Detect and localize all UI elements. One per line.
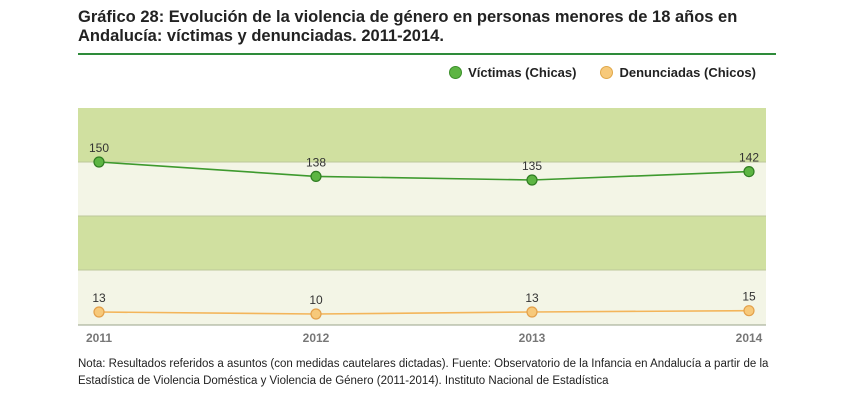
chart-title: Gráfico 28: Evolución de la violencia de… xyxy=(78,8,738,45)
legend-label-victimas: Víctimas (Chicas) xyxy=(468,65,577,80)
data-point-denunciadas xyxy=(526,306,538,318)
data-point-victimas xyxy=(310,170,322,182)
series-line-denunciadas xyxy=(98,309,750,315)
legend-item-denunciadas: Denunciadas (Chicos) xyxy=(600,65,756,80)
data-point-denunciadas xyxy=(93,306,105,318)
data-point-victimas xyxy=(93,156,105,168)
data-point-denunciadas xyxy=(310,308,322,320)
band-upper-light xyxy=(78,162,766,216)
x-tick-label: 2014 xyxy=(736,331,763,345)
data-label-denunciadas: 13 xyxy=(92,291,106,305)
series-line-victimas xyxy=(98,161,750,181)
data-label-victimas: 135 xyxy=(522,159,542,173)
band-upper-green xyxy=(78,108,766,162)
data-label-denunciadas: 13 xyxy=(525,291,539,305)
data-point-victimas xyxy=(526,174,538,186)
data-point-denunciadas xyxy=(743,305,755,317)
x-tick-label: 2011 xyxy=(86,331,112,345)
data-label-victimas: 138 xyxy=(306,155,326,169)
data-point-victimas xyxy=(743,166,755,178)
x-tick-label: 2012 xyxy=(303,331,330,345)
legend-marker-victimas xyxy=(449,66,463,79)
data-label-denunciadas: 10 xyxy=(309,293,323,307)
legend-item-victimas: Víctimas (Chicas) xyxy=(449,65,576,80)
legend-marker-denunciadas xyxy=(600,66,614,79)
data-label-victimas: 142 xyxy=(739,151,759,165)
data-label-denunciadas: 15 xyxy=(742,290,756,304)
chart-legend: Víctimas (Chicas) Denunciadas (Chicos) xyxy=(449,65,756,80)
band-lower-light xyxy=(78,270,766,325)
footnote: Nota: Resultados referidos a asuntos (co… xyxy=(78,358,769,387)
band-lower-green xyxy=(78,216,766,270)
x-tick-label: 2013 xyxy=(519,331,546,345)
data-label-victimas: 150 xyxy=(89,141,109,155)
title-rule xyxy=(78,53,776,55)
legend-label-denunciadas: Denunciadas (Chicos) xyxy=(619,65,756,80)
